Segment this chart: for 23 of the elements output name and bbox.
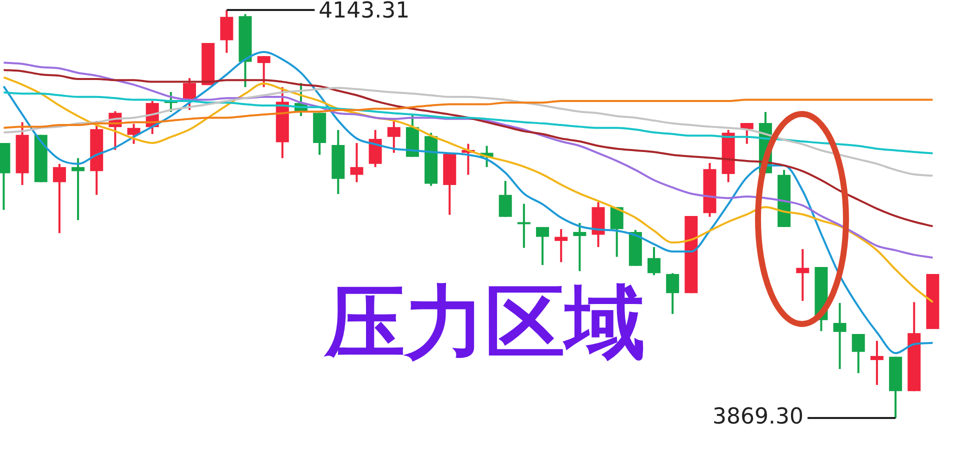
candlestick xyxy=(833,302,846,370)
candlestick xyxy=(666,272,680,315)
candlestick xyxy=(554,228,568,264)
candlestick xyxy=(220,9,234,54)
candlestick xyxy=(610,206,624,258)
candlestick xyxy=(648,246,661,276)
candlestick xyxy=(183,77,196,111)
candlestick xyxy=(257,55,270,88)
candlestick xyxy=(852,332,865,374)
candlestick xyxy=(52,162,66,234)
candlestick xyxy=(72,157,85,222)
annotation: 4143.31 xyxy=(318,0,410,24)
candlestick xyxy=(573,222,586,272)
candlestick xyxy=(870,340,884,386)
annotation: 压力区域 xyxy=(323,275,646,371)
candlestick xyxy=(498,180,512,218)
candlestick xyxy=(127,122,140,145)
candlestick xyxy=(796,248,810,302)
candlestick xyxy=(740,122,754,145)
annotation: 3869.30 xyxy=(712,404,804,430)
candlestick xyxy=(517,202,530,249)
candlestick xyxy=(350,142,364,184)
candlestick xyxy=(536,226,550,266)
